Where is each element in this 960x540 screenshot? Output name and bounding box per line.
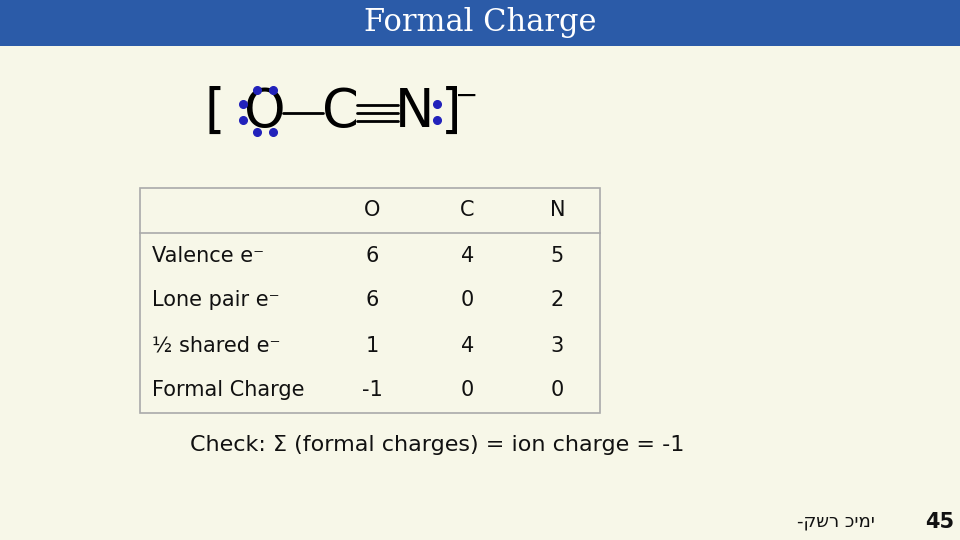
Text: 4: 4 <box>461 246 474 266</box>
Text: Formal Charge: Formal Charge <box>152 381 304 401</box>
Text: 4: 4 <box>461 335 474 355</box>
Bar <box>140 188 600 413</box>
Text: 2: 2 <box>551 291 564 310</box>
Text: 0: 0 <box>461 291 474 310</box>
Text: 6: 6 <box>366 246 379 266</box>
Text: [: [ <box>204 86 225 138</box>
Text: 6: 6 <box>366 291 379 310</box>
Text: 1: 1 <box>366 335 379 355</box>
Text: N: N <box>550 200 565 220</box>
Text: 45: 45 <box>925 512 954 532</box>
Text: -1: -1 <box>362 381 383 401</box>
Bar <box>0 0 960 46</box>
Text: -קשר כימי: -קשר כימי <box>797 513 875 531</box>
Text: 3: 3 <box>551 335 564 355</box>
Text: C: C <box>460 200 475 220</box>
Text: N: N <box>396 86 435 138</box>
Text: −: − <box>455 82 479 110</box>
Text: Valence e⁻: Valence e⁻ <box>152 246 264 266</box>
Text: ½ shared e⁻: ½ shared e⁻ <box>152 335 280 355</box>
Text: Lone pair e⁻: Lone pair e⁻ <box>152 291 279 310</box>
Text: 0: 0 <box>551 381 564 401</box>
Text: C: C <box>322 86 358 138</box>
Text: Check: Σ (formal charges) = ion charge = -1: Check: Σ (formal charges) = ion charge =… <box>190 435 684 455</box>
Text: O: O <box>364 200 381 220</box>
Text: ]: ] <box>441 86 462 138</box>
Text: O: O <box>244 86 286 138</box>
Text: 0: 0 <box>461 381 474 401</box>
Text: 5: 5 <box>551 246 564 266</box>
Text: Formal Charge: Formal Charge <box>364 8 596 38</box>
